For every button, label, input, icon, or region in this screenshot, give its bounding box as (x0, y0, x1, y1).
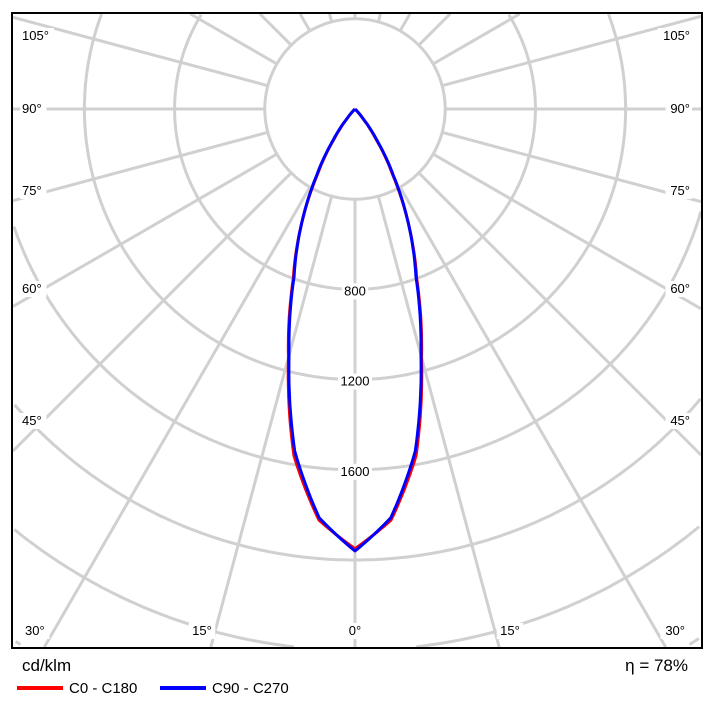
radial-tick-label: 1600 (341, 464, 370, 479)
angle-label-right: 60° (670, 281, 690, 296)
grid-spoke (11, 171, 293, 453)
angle-label-left-bg (20, 28, 54, 44)
radial-tick-label: 1200 (341, 374, 370, 389)
grid-ring (263, 17, 447, 201)
grid-spoke (398, 13, 412, 32)
angle-label-left-bg (20, 183, 47, 199)
grid-spoke (12, 130, 269, 203)
grid-spoke (12, 15, 269, 88)
angle-label-right-bg (660, 623, 687, 639)
angle-label-left: 60° (22, 281, 42, 296)
grid-spoke (43, 186, 312, 648)
grid-ring (12, 226, 355, 472)
grid-spoke (258, 12, 293, 47)
legend-label: C90 - C270 (212, 679, 289, 697)
legend-swatch-blue (160, 686, 206, 690)
angle-label-right-bg (665, 281, 692, 297)
unit-label: cd/klm (22, 656, 72, 675)
angle-label-left-bg (20, 413, 47, 429)
legend-item-c90-c270: C90 - C270 (160, 678, 289, 698)
grid-ring (13, 403, 355, 562)
grid-spoke (12, 152, 278, 308)
angle-label-bottom: 0° (349, 623, 361, 638)
angle-label-left: 90° (22, 101, 42, 116)
angle-label-bottom-bg (188, 623, 216, 639)
grid-ring (82, 13, 355, 382)
angle-label-right-bg (665, 413, 692, 429)
grid-spoke (441, 14, 702, 88)
grid-spoke (432, 12, 521, 66)
grid-spoke (398, 186, 667, 648)
grid-ring (14, 640, 22, 646)
angle-label-bottom-bg (345, 623, 365, 639)
angle-label-right: 30° (665, 623, 685, 638)
radial-tick-label-bg (338, 463, 372, 480)
angle-label-left: 75° (22, 183, 42, 198)
plot-frame (11, 12, 703, 649)
angle-label-right: 105° (663, 28, 690, 43)
grid-spoke (209, 195, 334, 648)
efficiency-label: η = 78% (625, 656, 688, 675)
radial-tick-label: 800 (344, 283, 366, 298)
angle-label-bottom: 15° (500, 623, 520, 638)
radial-tick-label-bg (341, 283, 369, 300)
angle-label-left: 30° (25, 623, 45, 638)
grid-spoke (441, 130, 702, 204)
grid-spoke (432, 152, 702, 311)
angle-label-left: 105° (22, 28, 49, 43)
angle-label-right-bg (665, 183, 692, 199)
angle-label-right: 75° (670, 183, 690, 198)
grid-ring (416, 525, 701, 649)
axis-labels: 105° 90° 75° 60° 45° 30° 105° 90° 75° 60° 45° 30° 15… (20, 28, 692, 639)
legend-swatch-red (17, 686, 63, 690)
legend-item-c0-c180: C0 - C180 (17, 678, 137, 698)
grid-ring (355, 397, 702, 562)
polar-grid (11, 12, 703, 649)
legend-label: C0 - C180 (69, 679, 138, 697)
grid-ring (355, 211, 703, 472)
grid-spoke (298, 13, 312, 32)
grid-ring (13, 528, 294, 649)
angle-label-left: 45° (22, 413, 42, 428)
grid-spoke (376, 195, 501, 648)
angle-label-right: 45° (670, 413, 690, 428)
angle-label-left-bg (23, 623, 50, 639)
intensity-curves (286, 107, 424, 553)
angle-label-right-bg (658, 28, 692, 44)
grid-spoke (417, 12, 452, 47)
grid-spoke (417, 171, 703, 457)
series-curve-1 (287, 107, 423, 553)
angle-label-right-bg (665, 101, 692, 117)
grid-ring (355, 13, 628, 382)
angle-label-bottom-bg (496, 623, 524, 639)
angle-label-left-bg (20, 281, 47, 297)
angle-label-left-bg (20, 101, 47, 117)
angle-label-right: 90° (670, 101, 690, 116)
radial-tick-label-bg (338, 373, 372, 390)
grid-ring (688, 637, 700, 646)
grid-spoke (189, 12, 278, 66)
angle-label-bottom: 15° (192, 623, 212, 638)
